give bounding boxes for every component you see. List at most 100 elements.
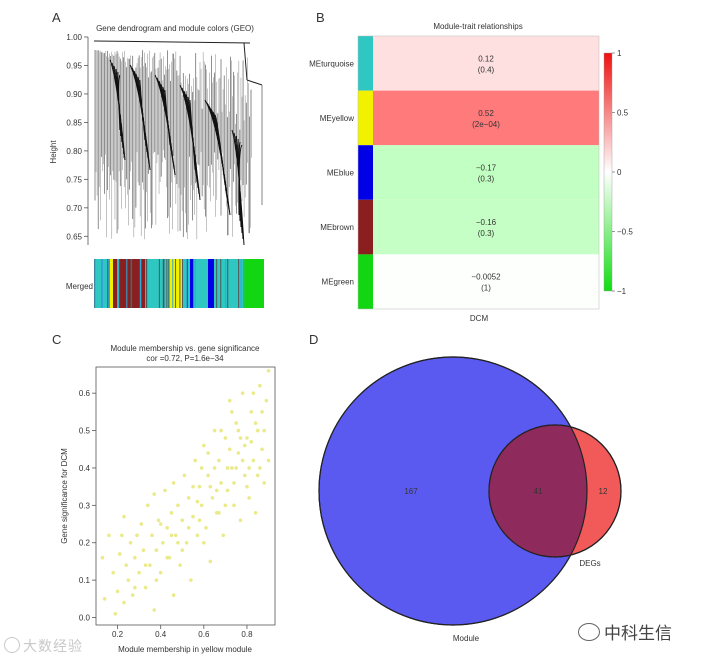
module-swatch-MEblue	[358, 145, 373, 200]
scatter-point	[117, 552, 122, 556]
color-bar-stripe	[186, 259, 188, 308]
panel-c: C Module membership vs. gene significanc…	[52, 332, 276, 654]
scatter-point	[143, 563, 148, 567]
color-bar-stripe	[172, 259, 174, 308]
scatter-point	[262, 481, 267, 485]
scatter-point	[158, 522, 163, 526]
scatter-point	[171, 593, 176, 597]
scatter-point	[206, 473, 210, 478]
scatter-point	[199, 503, 204, 508]
scatter-point	[240, 391, 245, 395]
scatter-point	[266, 368, 271, 373]
heatmap-row-label: MEturquoise	[309, 59, 354, 68]
color-bar-stripe	[158, 259, 160, 308]
scatter-point	[150, 533, 154, 538]
heatmap-cell-value: −0.16	[476, 218, 497, 227]
panel-a-ytick-label: 1.00	[66, 33, 82, 42]
scatter-point	[178, 563, 182, 567]
scatter-point	[264, 398, 269, 403]
scatter-point	[266, 458, 271, 463]
color-bar-stripe	[216, 259, 218, 308]
color-bar-stripe	[179, 259, 181, 308]
heatmap-row-label: MEyellow	[320, 114, 354, 123]
panel-a: A Gene dendrogram and module colors (GEO…	[49, 10, 264, 308]
scatter-point	[214, 488, 219, 493]
panel-a-ytick-label: 0.70	[66, 204, 82, 213]
scatter-point	[169, 511, 174, 515]
scatter-point	[102, 597, 107, 601]
scatter-point	[206, 451, 210, 455]
scatter-point	[173, 533, 178, 538]
color-bar-stripe	[240, 259, 242, 308]
color-bar-stripe	[107, 259, 109, 308]
scatter-point	[191, 514, 195, 519]
color-bar-stripe	[193, 259, 195, 308]
scatter-point	[253, 511, 258, 515]
color-bar-stripe	[139, 259, 141, 308]
scatter-point	[120, 533, 124, 538]
heatmap-frame	[357, 35, 600, 310]
dendrogram	[93, 40, 263, 246]
color-bar-stripe	[163, 259, 165, 308]
scatter-point	[219, 428, 223, 433]
scatter-xtick-label: 0.2	[112, 630, 124, 639]
color-bar-segment-yellow	[170, 259, 183, 308]
scatter-point	[152, 608, 157, 612]
color-bar-stripe	[101, 259, 103, 308]
heatmap-cell-value: 0.52	[478, 109, 494, 118]
scatter-point	[223, 503, 228, 508]
scatter-point	[260, 447, 264, 452]
scatter-point	[180, 518, 185, 523]
scatter-plot: 0.2 0.4 0.6 0.8 0.0 0.1 0.2 0.3 0.4 0.5 0.6	[79, 368, 271, 639]
scatter-point	[165, 525, 169, 530]
scatter-point	[232, 481, 236, 485]
panel-c-title: Module membership vs. gene significance	[111, 344, 261, 353]
venn-left-only-count: 167	[404, 487, 418, 496]
scatter-point	[227, 398, 232, 403]
panel-d: D 167 41 12 Module DEGs	[309, 332, 622, 643]
scatter-point	[234, 466, 238, 470]
merged-row-label: Merged	[66, 282, 93, 291]
scatter-point	[124, 563, 128, 567]
panel-a-ytick-label: 0.80	[66, 147, 82, 156]
heatmap-cell-pvalue: (0.3)	[478, 175, 495, 184]
color-bar-segment-brown	[113, 259, 117, 308]
correlation-legend: 1 0.5 0 −0.5 −1	[603, 49, 633, 296]
panel-b-title: Module-trait relationships	[433, 22, 522, 31]
watermark-left-text: 大数经验	[23, 639, 83, 655]
scatter-point	[154, 548, 159, 553]
scatter-point	[219, 481, 223, 485]
scatter-point	[133, 555, 137, 560]
scatter-point	[238, 436, 243, 440]
panel-a-ytick-label: 0.95	[66, 61, 82, 70]
scatter-point	[202, 540, 206, 545]
color-bar-stripe	[194, 259, 196, 308]
panel-a-ytick-label: 0.85	[66, 118, 82, 127]
color-bar-stripe	[238, 259, 240, 308]
venn-degs-label: DEGs	[579, 559, 600, 568]
heatmap-cell-MEbrown	[373, 199, 599, 255]
scatter-point	[197, 518, 202, 523]
heatmap-cell-value: −0.0052	[471, 273, 501, 282]
scatter-point	[208, 484, 213, 489]
panel-d-letter: D	[309, 332, 318, 347]
color-bar-stripe	[119, 259, 121, 308]
scatter-point	[133, 585, 137, 590]
legend-color-bar	[603, 52, 613, 292]
scatter-point	[258, 383, 262, 388]
dendro-cluster-branch	[189, 99, 196, 171]
scatter-ytick-label: 0.3	[79, 501, 91, 510]
scatter-point	[122, 514, 126, 519]
watermark-right: 中科生信	[578, 619, 672, 644]
scatter-point	[262, 428, 267, 433]
scatter-point	[225, 466, 230, 470]
color-bar-stripe	[167, 259, 169, 308]
scatter-point	[217, 511, 221, 515]
scatter-point	[176, 540, 180, 545]
color-bar-stripe	[131, 259, 133, 308]
watermark-right-text: 中科生信	[604, 624, 672, 644]
panel-a-yticks: 1.00 0.95 0.90 0.85 0.80 0.75 0.70 0.65	[66, 33, 88, 241]
scatter-point	[126, 578, 131, 582]
scatter-point	[208, 559, 213, 564]
heatmap-cell-MEturquoise	[373, 36, 599, 91]
